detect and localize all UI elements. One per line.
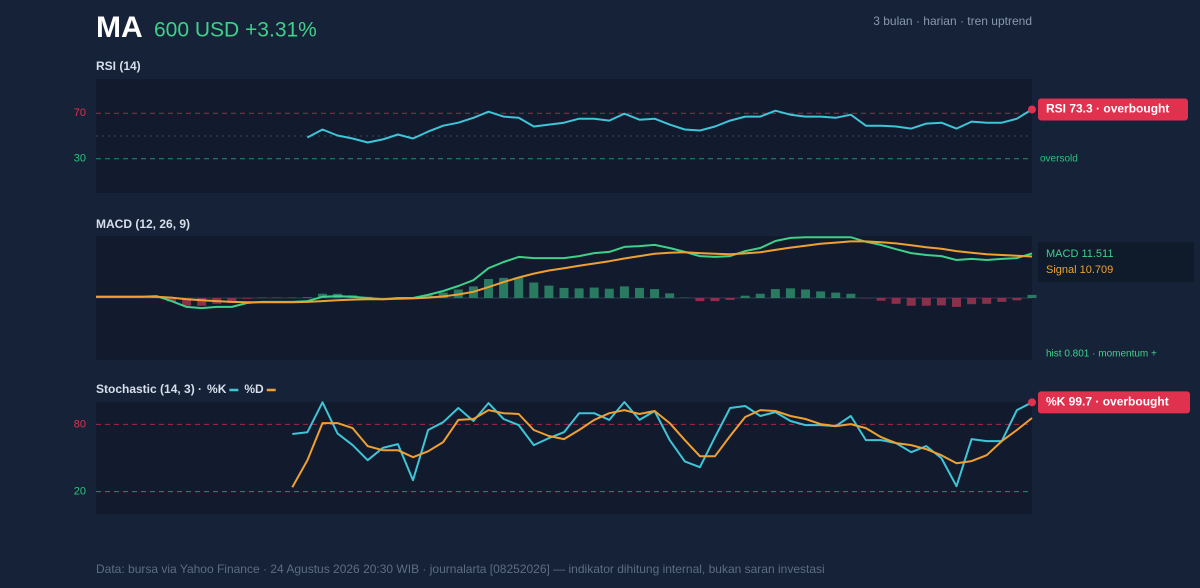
histogram-bar: [634, 287, 644, 298]
badge: [1038, 391, 1190, 414]
histogram-bar: [302, 297, 312, 298]
histogram-bar: [936, 298, 946, 306]
histogram-bar: [770, 289, 780, 298]
value-box: [1038, 242, 1194, 282]
last-point: [1028, 398, 1036, 407]
histogram-bar: [544, 285, 554, 298]
histogram-bar: [227, 298, 237, 304]
histogram-bar: [816, 291, 826, 298]
histogram-bar: [906, 298, 916, 306]
histogram-bar: [725, 298, 735, 300]
histogram-bar: [182, 298, 192, 306]
histogram-bar: [876, 298, 886, 301]
legend-label: %D: [244, 382, 264, 396]
series-line: [292, 401, 1033, 488]
histogram-bar: [197, 298, 207, 306]
ticker: MA: [96, 11, 143, 44]
histogram-bar: [755, 293, 765, 298]
histogram-bar: [665, 293, 675, 298]
footer: Data: bursa via Yahoo Finance · 24 Agust…: [96, 562, 825, 576]
histogram-bar: [484, 279, 494, 298]
hist-label: hist 0.801 · momentum +: [1046, 349, 1157, 360]
panel-title: MACD (12, 26, 9): [96, 217, 190, 231]
badge-label: %K 99.7 · overbought: [1046, 395, 1169, 409]
panel-title: Stochastic (14, 3) ·: [96, 382, 202, 396]
y-tick-label: 30: [74, 153, 86, 165]
price: 600 USD +3.31%: [154, 19, 317, 42]
histogram-bar: [1012, 298, 1022, 301]
histogram-bar: [1027, 294, 1037, 298]
histogram-bar: [846, 293, 856, 298]
series-line: [291, 409, 1033, 488]
histogram-bar: [619, 286, 629, 298]
signal-label: Signal 10.709: [1046, 264, 1113, 276]
histogram-bar: [695, 298, 705, 302]
legend-label: %K: [207, 382, 227, 396]
histogram-bar: [921, 298, 931, 306]
histogram-bar: [801, 289, 811, 298]
histogram-bar: [967, 298, 977, 305]
histogram-bar: [574, 288, 584, 298]
histogram-bar: [740, 295, 750, 298]
histogram-bar: [710, 298, 720, 302]
histogram-bar: [559, 287, 569, 298]
histogram-bar: [604, 288, 614, 298]
histogram-bar: [514, 277, 524, 298]
histogram-bar: [952, 298, 962, 307]
badge-label: RSI 73.3 · overbought: [1046, 102, 1169, 116]
histogram-bar: [242, 298, 252, 299]
histogram-bar: [589, 287, 599, 298]
histogram-bar: [891, 298, 901, 304]
histogram-bar: [785, 288, 795, 298]
panel-title: RSI (14): [96, 59, 141, 73]
badge: [1038, 98, 1188, 121]
macd-label: MACD 11.511: [1046, 248, 1113, 260]
histogram-bar: [499, 277, 509, 298]
histogram-bar: [438, 292, 448, 298]
histogram-bar: [982, 298, 992, 304]
y-tick-label: 20: [74, 486, 86, 498]
histogram-bar: [831, 292, 841, 298]
series-line: [96, 240, 1033, 304]
threshold-label: oversold: [1040, 153, 1078, 164]
histogram-bar: [166, 298, 176, 302]
plot-area: [96, 402, 1032, 514]
subtitle: 3 bulan · harian · tren uptrend: [873, 14, 1032, 28]
last-point: [1028, 105, 1036, 114]
histogram-bar: [529, 282, 539, 298]
series-line: [306, 108, 1033, 144]
histogram-bar: [650, 289, 660, 298]
y-tick-label: 70: [74, 107, 86, 119]
y-tick-label: 80: [74, 418, 86, 430]
histogram-bar: [997, 298, 1007, 302]
